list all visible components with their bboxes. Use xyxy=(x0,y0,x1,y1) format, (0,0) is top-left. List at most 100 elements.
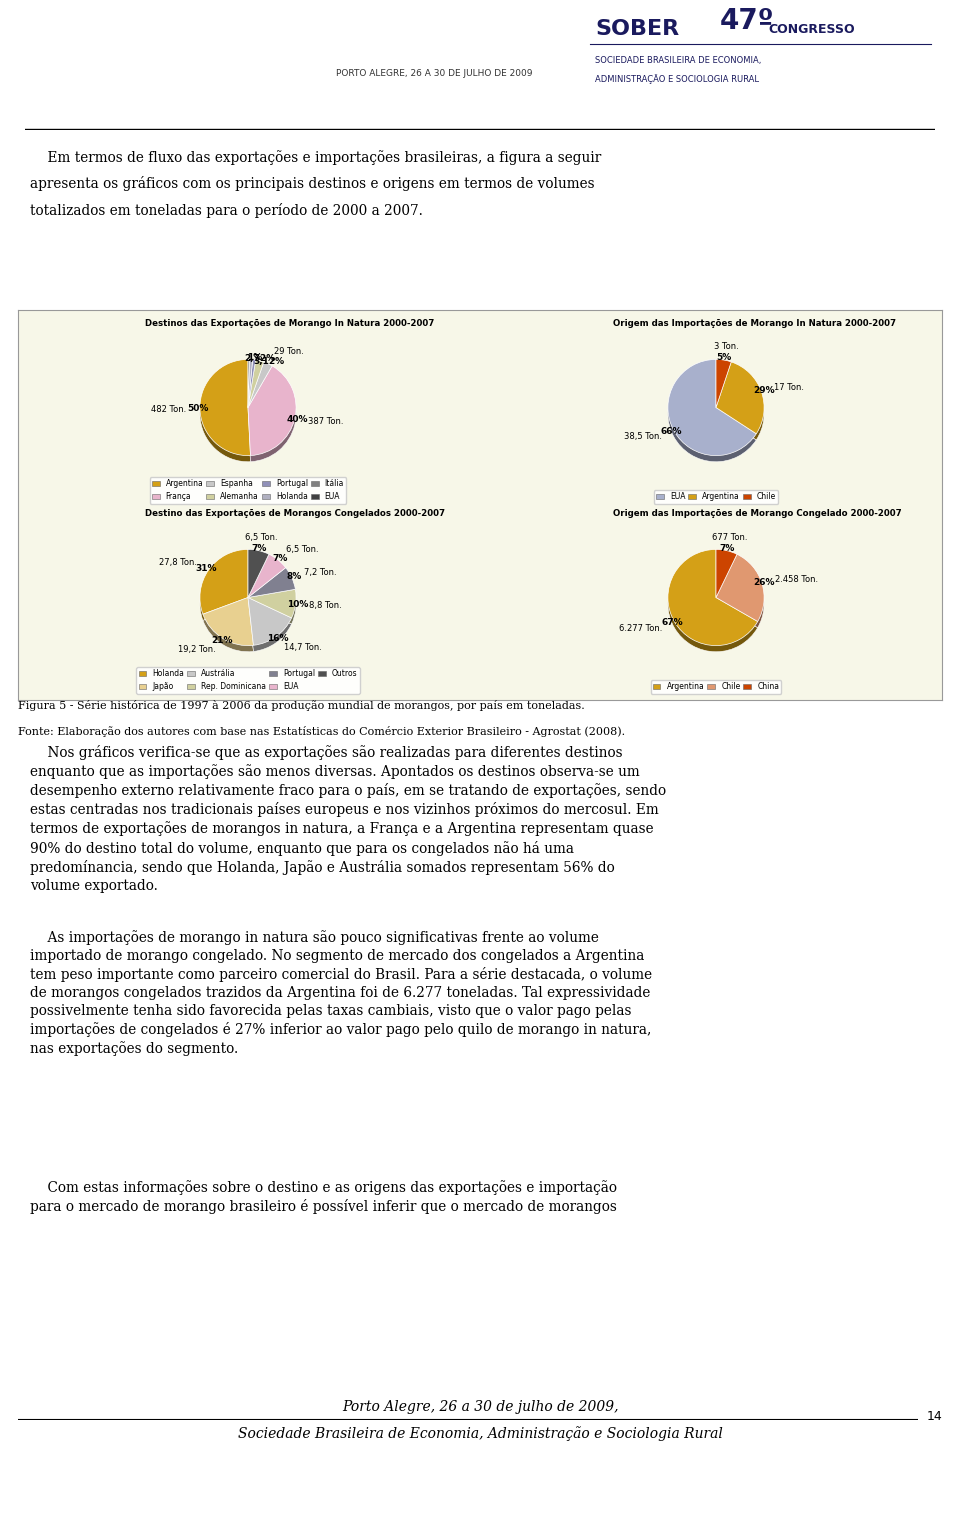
Wedge shape xyxy=(200,359,251,455)
Text: 66%: 66% xyxy=(660,426,683,436)
Text: 29 Ton.: 29 Ton. xyxy=(274,347,303,356)
Wedge shape xyxy=(248,603,292,652)
Wedge shape xyxy=(203,597,253,646)
Text: 6,5 Ton.: 6,5 Ton. xyxy=(246,533,278,542)
Text: 50%: 50% xyxy=(187,404,208,413)
Text: 29%: 29% xyxy=(753,387,775,396)
Text: totalizados em toneladas para o período de 2000 a 2007.: totalizados em toneladas para o período … xyxy=(30,203,422,218)
Wedge shape xyxy=(716,362,764,434)
Legend: EUA, Argentina, Chile: EUA, Argentina, Chile xyxy=(654,490,779,504)
Text: 26%: 26% xyxy=(754,579,775,588)
Text: 7,2 Ton.: 7,2 Ton. xyxy=(304,568,337,577)
Text: 7%: 7% xyxy=(272,553,287,562)
Text: SOCIEDADE BRASILEIRA DE ECONOMIA,: SOCIEDADE BRASILEIRA DE ECONOMIA, xyxy=(595,56,761,65)
Text: ADMINISTRAÇÃO E SOCIOLOGIA RURAL: ADMINISTRAÇÃO E SOCIOLOGIA RURAL xyxy=(595,73,759,84)
Text: 6,5 Ton.: 6,5 Ton. xyxy=(286,545,319,554)
Wedge shape xyxy=(248,366,296,455)
Legend: Argentina, Chile, China: Argentina, Chile, China xyxy=(651,679,781,693)
Wedge shape xyxy=(716,366,732,414)
Wedge shape xyxy=(248,595,296,624)
Text: 387 Ton.: 387 Ton. xyxy=(308,417,344,426)
Wedge shape xyxy=(248,369,272,414)
Text: Fonte: Elaboração dos autores com base nas Estatísticas do Comércio Exterior Bra: Fonte: Elaboração dos autores com base n… xyxy=(18,726,625,737)
Text: Destino das Exportações de Morangos Congelados 2000-2007: Destino das Exportações de Morangos Cong… xyxy=(145,509,445,518)
Wedge shape xyxy=(248,554,286,597)
Wedge shape xyxy=(248,366,252,414)
Wedge shape xyxy=(248,589,296,618)
Text: 10%: 10% xyxy=(287,600,309,609)
Wedge shape xyxy=(668,550,757,646)
Text: 482 Ton.: 482 Ton. xyxy=(152,405,186,414)
Text: 5%: 5% xyxy=(716,353,732,362)
Text: Sociedade Brasileira de Economia, Administração e Sociologia Rural: Sociedade Brasileira de Economia, Admini… xyxy=(237,1426,723,1441)
Text: 47º: 47º xyxy=(720,8,775,35)
Text: 2,72%: 2,72% xyxy=(245,353,276,362)
Wedge shape xyxy=(200,366,251,461)
Text: 14: 14 xyxy=(927,1409,943,1422)
Text: 67%: 67% xyxy=(661,618,684,627)
Text: Figura 5 - Série histórica de 1997 à 2006 da produção mundial de morangos, por p: Figura 5 - Série histórica de 1997 à 200… xyxy=(18,701,585,711)
Text: SOBER: SOBER xyxy=(595,20,680,40)
Text: 40%: 40% xyxy=(286,414,308,423)
Wedge shape xyxy=(716,556,737,603)
Text: 31%: 31% xyxy=(196,564,217,573)
Text: Nos gráficos verifica-se que as exportações são realizadas para diferentes desti: Nos gráficos verifica-se que as exportaç… xyxy=(30,745,666,892)
Text: 677 Ton.: 677 Ton. xyxy=(712,533,748,542)
Wedge shape xyxy=(203,603,253,652)
Text: 3 Ton.: 3 Ton. xyxy=(713,343,738,352)
Text: Destinos das Exportações de Morango In Natura 2000-2007: Destinos das Exportações de Morango In N… xyxy=(145,318,435,327)
Text: 8,8 Ton.: 8,8 Ton. xyxy=(309,602,342,611)
Wedge shape xyxy=(248,366,255,414)
Text: 17 Ton.: 17 Ton. xyxy=(774,382,804,391)
Text: Origem das Importações de Morango Congelado 2000-2007: Origem das Importações de Morango Congel… xyxy=(613,509,902,518)
Wedge shape xyxy=(248,574,296,603)
Legend: Argentina, França, Espanha, Alemanha, Portugal, Holanda, Itália, EUA: Argentina, França, Espanha, Alemanha, Po… xyxy=(150,477,347,504)
Wedge shape xyxy=(200,550,248,614)
Wedge shape xyxy=(248,556,269,603)
Wedge shape xyxy=(248,362,272,408)
Wedge shape xyxy=(248,597,292,646)
Text: 7%: 7% xyxy=(720,544,735,553)
Wedge shape xyxy=(668,359,756,455)
Text: 1%: 1% xyxy=(247,353,262,362)
Text: CONGRESSO: CONGRESSO xyxy=(768,23,854,37)
Text: PORTO ALEGRE, 26 A 30 DE JULHO DE 2009: PORTO ALEGRE, 26 A 30 DE JULHO DE 2009 xyxy=(336,69,533,78)
Text: DESENVOLVIMENTO RURAL E SISTEMAS AGROALIMENTARES: OS AGRONEGÓCIOS NO CONTEXTO DE: DESENVOLVIMENTO RURAL E SISTEMAS AGROALI… xyxy=(208,88,752,99)
Wedge shape xyxy=(248,359,250,408)
Legend: Holanda, Japão, Austrália, Rep. Dominicana, Portugal, EUA, Outros: Holanda, Japão, Austrália, Rep. Dominica… xyxy=(136,667,360,693)
Wedge shape xyxy=(716,560,764,627)
Wedge shape xyxy=(248,366,264,414)
Wedge shape xyxy=(248,359,264,408)
Text: As importações de morango in natura são pouco significativas frente ao volume
im: As importações de morango in natura são … xyxy=(30,931,652,1055)
Text: apresenta os gráficos com os principais destinos e origens em termos de volumes: apresenta os gráficos com os principais … xyxy=(30,177,594,192)
Text: Porto Alegre, 26 a 30 de julho de 2009,: Porto Alegre, 26 a 30 de julho de 2009, xyxy=(342,1400,618,1413)
Wedge shape xyxy=(248,372,296,461)
Wedge shape xyxy=(668,556,757,652)
Wedge shape xyxy=(716,369,764,440)
Text: 14,7 Ton.: 14,7 Ton. xyxy=(284,643,322,652)
Text: 3,12%: 3,12% xyxy=(253,356,284,366)
Text: 27,8 Ton.: 27,8 Ton. xyxy=(159,557,198,567)
Wedge shape xyxy=(248,550,269,597)
Wedge shape xyxy=(716,359,732,408)
Wedge shape xyxy=(200,556,248,620)
Wedge shape xyxy=(248,568,296,597)
Text: 38,5 Ton.: 38,5 Ton. xyxy=(624,433,661,442)
Text: 7%: 7% xyxy=(252,544,267,553)
Wedge shape xyxy=(248,359,252,408)
Wedge shape xyxy=(248,366,250,414)
Text: 2.458 Ton.: 2.458 Ton. xyxy=(775,574,818,583)
Wedge shape xyxy=(668,366,756,461)
Wedge shape xyxy=(716,550,737,597)
Text: 16%: 16% xyxy=(267,634,288,643)
Text: Origem das Importações de Morango In Natura 2000-2007: Origem das Importações de Morango In Nat… xyxy=(613,318,897,327)
Text: Com estas informações sobre o destino e as origens das exportações e importação
: Com estas informações sobre o destino e … xyxy=(30,1180,617,1214)
Text: Em termos de fluxo das exportações e importações brasileiras, a figura a seguir: Em termos de fluxo das exportações e imp… xyxy=(30,149,601,164)
Text: 21%: 21% xyxy=(211,637,232,646)
Text: 8%: 8% xyxy=(286,573,301,582)
Text: 6.277 Ton.: 6.277 Ton. xyxy=(619,624,662,634)
Wedge shape xyxy=(248,359,255,408)
Wedge shape xyxy=(716,554,764,621)
Text: 19,2 Ton.: 19,2 Ton. xyxy=(178,646,216,655)
Wedge shape xyxy=(248,560,286,603)
